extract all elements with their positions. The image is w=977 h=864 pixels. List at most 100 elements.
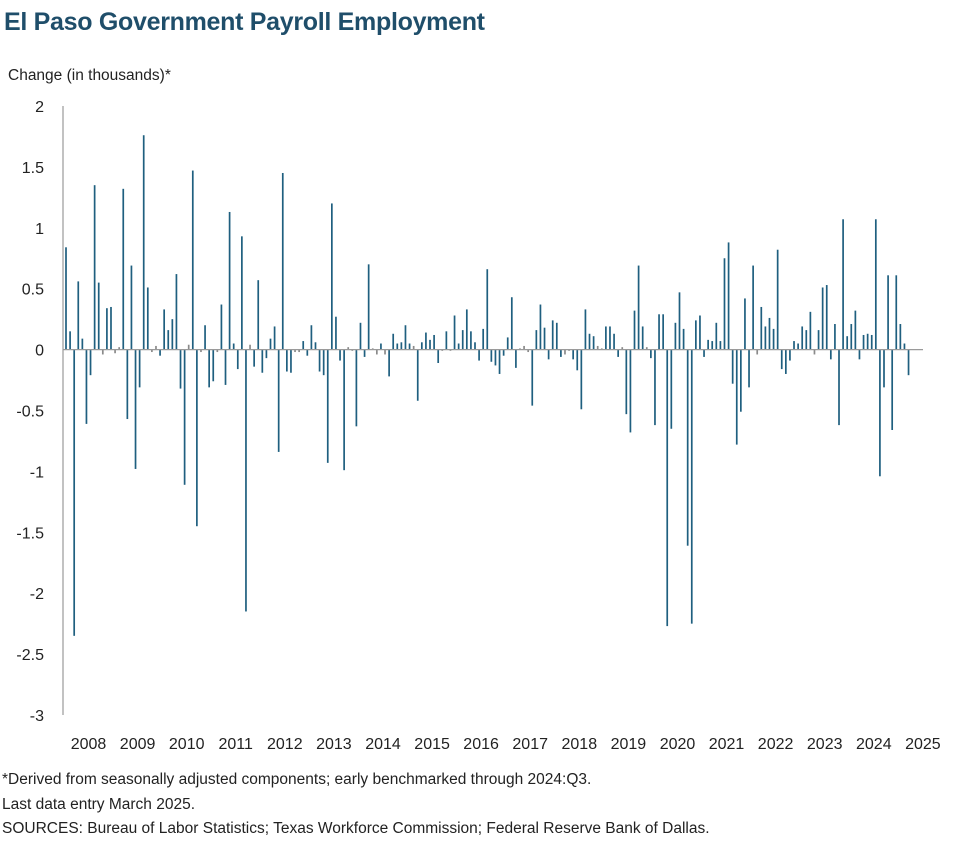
bar-chart: Change (in thousands)* 2 1.5 1 0.5 0 -0.5 -1 -1…	[8, 67, 941, 753]
bar	[662, 314, 664, 350]
bar	[290, 349, 292, 373]
x-tick-label: 2025	[905, 736, 941, 753]
bar	[682, 328, 685, 350]
bar	[400, 342, 403, 350]
y-tick-label: -1	[30, 464, 44, 481]
y-tick-labels: 2 1.5 1 0.5 0 -0.5 -1 -1.5 -2 -2.5 -3	[16, 99, 44, 725]
y-tick-label: -2.5	[16, 647, 44, 664]
x-tick-label: 2017	[512, 736, 548, 753]
bar	[748, 349, 750, 388]
y-tick-label: -0.5	[16, 404, 44, 421]
bar	[903, 343, 906, 350]
y-tick-label: 0	[35, 343, 44, 360]
bar	[106, 308, 108, 350]
bar	[118, 347, 121, 350]
y-tick-label: 2	[35, 99, 44, 116]
bar	[825, 285, 828, 350]
bar	[621, 347, 624, 350]
bar	[355, 349, 358, 427]
bar	[375, 349, 378, 355]
x-tick-label: 2024	[856, 736, 892, 753]
bar	[862, 334, 865, 350]
bar	[846, 336, 849, 350]
bar	[97, 282, 100, 350]
bar	[322, 349, 325, 376]
bar	[73, 349, 76, 636]
bar	[637, 265, 640, 350]
bar	[437, 349, 440, 363]
bar	[126, 349, 129, 420]
bar	[633, 310, 636, 350]
bar	[821, 287, 824, 350]
bar	[232, 343, 235, 350]
bar	[302, 341, 305, 350]
bar	[110, 306, 112, 350]
bar	[142, 135, 145, 350]
x-tick-label: 2020	[660, 736, 696, 753]
bar	[866, 333, 869, 350]
bar	[813, 349, 816, 355]
bar	[703, 349, 705, 357]
bar	[151, 349, 153, 353]
bar	[584, 309, 587, 350]
bar	[474, 342, 476, 350]
bar	[175, 274, 178, 350]
bar	[187, 344, 190, 350]
bar	[879, 349, 881, 477]
bar	[502, 349, 505, 356]
bar	[339, 349, 341, 361]
bar	[138, 349, 141, 388]
bar	[416, 349, 419, 401]
bar	[625, 349, 628, 415]
bar	[551, 320, 554, 350]
bar	[809, 311, 812, 350]
bar	[101, 349, 104, 355]
bar	[318, 349, 321, 372]
bar	[829, 349, 832, 360]
x-tick-label: 2008	[71, 736, 107, 753]
y-tick-label: 1	[35, 221, 44, 238]
bar	[772, 328, 775, 350]
bar	[298, 349, 300, 353]
bar	[204, 325, 206, 350]
bar	[842, 219, 844, 350]
bar	[740, 349, 742, 412]
bar	[77, 281, 80, 350]
bar	[130, 265, 133, 350]
axes-group	[62, 106, 923, 715]
bar	[404, 325, 407, 350]
bars-group	[65, 135, 910, 636]
bar	[547, 349, 550, 360]
bar	[220, 304, 223, 350]
bar	[396, 343, 399, 350]
bar	[535, 330, 538, 350]
x-tick-label: 2011	[218, 736, 253, 753]
bar	[196, 349, 198, 527]
x-tick-label: 2021	[709, 736, 745, 753]
bar	[331, 203, 333, 350]
bar	[257, 280, 260, 350]
bar	[666, 349, 669, 627]
bar	[645, 347, 648, 350]
bar	[281, 172, 284, 350]
bar	[580, 349, 583, 410]
bar	[347, 347, 350, 350]
bar	[380, 343, 382, 350]
bar	[907, 349, 910, 376]
bar	[752, 265, 754, 350]
y-tick-label: -1.5	[16, 525, 44, 542]
bar	[707, 339, 709, 350]
bar	[723, 258, 726, 350]
bar	[470, 331, 472, 350]
bar	[490, 349, 493, 362]
bar	[817, 330, 820, 350]
bar	[850, 324, 853, 350]
y-tick-label: -3	[30, 708, 44, 725]
x-tick-label: 2014	[365, 736, 401, 753]
x-tick-label: 2015	[414, 736, 450, 753]
bar	[797, 343, 799, 350]
bar	[408, 343, 411, 350]
bar	[146, 287, 149, 350]
bar	[163, 309, 166, 350]
bar	[560, 349, 562, 357]
